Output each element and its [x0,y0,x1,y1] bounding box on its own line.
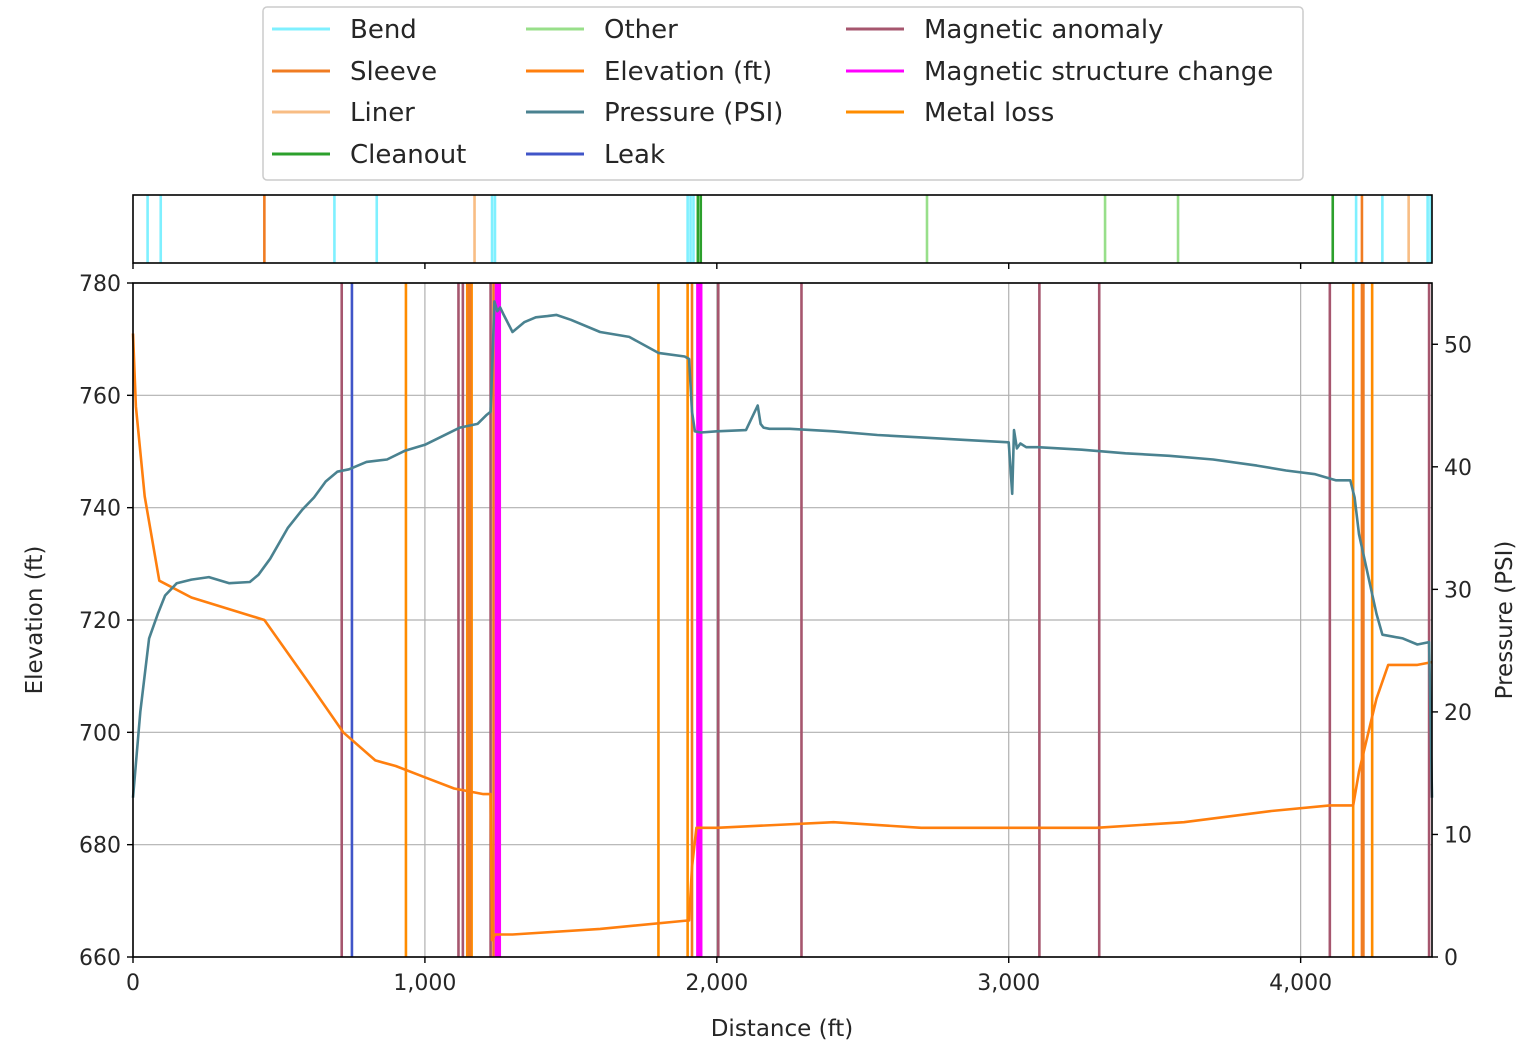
legend-label: Liner [350,98,415,128]
legend-label: Leak [604,140,665,170]
legend-item-magnetic-anomaly: Magnetic anomaly [846,15,1164,45]
series-line-elevation-ft [131,333,1433,942]
x-tick-label: 1,000 [393,971,456,996]
x-axis-label: Distance (ft) [711,1016,854,1042]
legend-label: Sleeve [350,57,437,87]
legend-item-other: Other [526,15,678,45]
x-tick-label: 3,000 [977,971,1040,996]
legend-label: Pressure (PSI) [604,98,783,128]
y-tick-label-left: 680 [79,834,121,859]
legend-item-metal-loss: Metal loss [846,98,1054,128]
legend-label: Other [604,15,678,45]
legend: Bend Sleeve Liner Cleanout Other Elevation (f… [262,6,1304,181]
y-tick-label-right: 50 [1444,333,1472,358]
legend-item-cleanout: Cleanout [272,140,466,170]
legend-frame [262,6,1304,181]
x-tick-label: 4,000 [1269,971,1332,996]
y-tick-label-left: 780 [79,272,121,297]
legend-label: Magnetic structure change [924,57,1273,87]
legend-item-bend: Bend [272,15,417,45]
y-axis-label-left: Elevation (ft) [22,546,48,695]
y-tick-label-right: 10 [1444,823,1472,848]
legend-label: Metal loss [924,98,1054,128]
y-axis-label-right: Pressure (PSI) [1492,541,1518,700]
y-tick-label-left: 700 [79,721,121,746]
event-strip [132,194,1433,269]
legend-item-liner: Liner [272,98,415,128]
main-plot: 0 1,000 2,000 3,000 4,000 660 680 700 720 740 760 7… [79,272,1472,996]
y-tick-label-right: 40 [1444,456,1472,481]
y-tick-label-right: 20 [1444,701,1472,726]
legend-item-leak: Leak [526,140,665,170]
legend-item-elevation-ft: Elevation (ft) [526,57,772,87]
legend-label: Cleanout [350,140,466,170]
legend-label: Elevation (ft) [604,57,772,87]
legend-label: Bend [350,15,417,45]
y-tick-label-left: 740 [79,497,121,522]
y-tick-label-left: 720 [79,609,121,634]
y-tick-label-right: 30 [1444,578,1472,603]
y-tick-label-right: 0 [1444,946,1458,971]
y-tick-label-left: 760 [79,384,121,409]
x-tick-label: 2,000 [685,971,748,996]
series-line-pressure-psi [131,300,1434,798]
legend-item-sleeve: Sleeve [272,57,437,87]
legend-label: Magnetic anomaly [924,15,1164,45]
x-tick-label: 0 [126,971,140,996]
y-tick-label-left: 660 [79,946,121,971]
legend-item-magnetic-structure-change: Magnetic structure change [846,57,1273,87]
strip-frame [132,194,1433,264]
legend-item-pressure-psi: Pressure (PSI) [526,98,783,128]
